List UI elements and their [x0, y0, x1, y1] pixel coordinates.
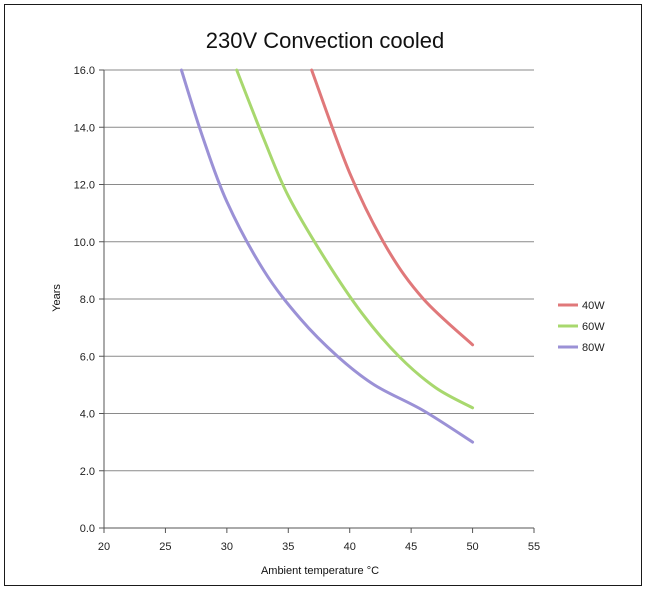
x-tick-label: 45 [405, 541, 417, 553]
series-lines [179, 68, 475, 444]
x-tick-label: 35 [282, 541, 294, 553]
legend-label-80w: 80W [582, 342, 605, 354]
y-tick-label: 10.0 [74, 237, 95, 249]
y-tick-label: 0.0 [80, 523, 95, 535]
y-tick-label: 12.0 [74, 180, 95, 192]
y-axis-label: Years [51, 284, 63, 312]
axes [99, 69, 535, 533]
y-tick-label: 2.0 [80, 466, 95, 478]
legend-label-40w: 40W [582, 300, 605, 312]
y-tick-labels: 0.0 2.0 4.0 6.0 8.0 10.0 12.0 14.0 16.0 [74, 65, 95, 535]
x-tick-label: 50 [466, 541, 478, 553]
y-tick-label: 16.0 [74, 65, 95, 77]
y-tick-label: 8.0 [80, 294, 95, 306]
series-line-80w [179, 68, 475, 444]
x-tick-label: 55 [528, 541, 540, 553]
series-line-40w [310, 68, 475, 347]
series-line-60w [235, 68, 475, 410]
legend: 40W 60W 80W [558, 300, 605, 354]
grid-lines [104, 69, 534, 472]
y-tick-label: 6.0 [80, 351, 95, 363]
y-tick-label: 14.0 [74, 122, 95, 134]
x-tick-labels: 20 25 30 35 40 45 50 55 [98, 541, 540, 553]
legend-label-60w: 60W [582, 321, 605, 333]
x-axis-label: Ambient temperature °C [261, 565, 379, 577]
x-tick-label: 30 [221, 541, 233, 553]
x-tick-label: 20 [98, 541, 110, 553]
x-tick-label: 40 [344, 541, 356, 553]
y-tick-label: 4.0 [80, 409, 95, 421]
x-tick-label: 25 [159, 541, 171, 553]
chart-title: 230V Convection cooled [206, 28, 445, 53]
